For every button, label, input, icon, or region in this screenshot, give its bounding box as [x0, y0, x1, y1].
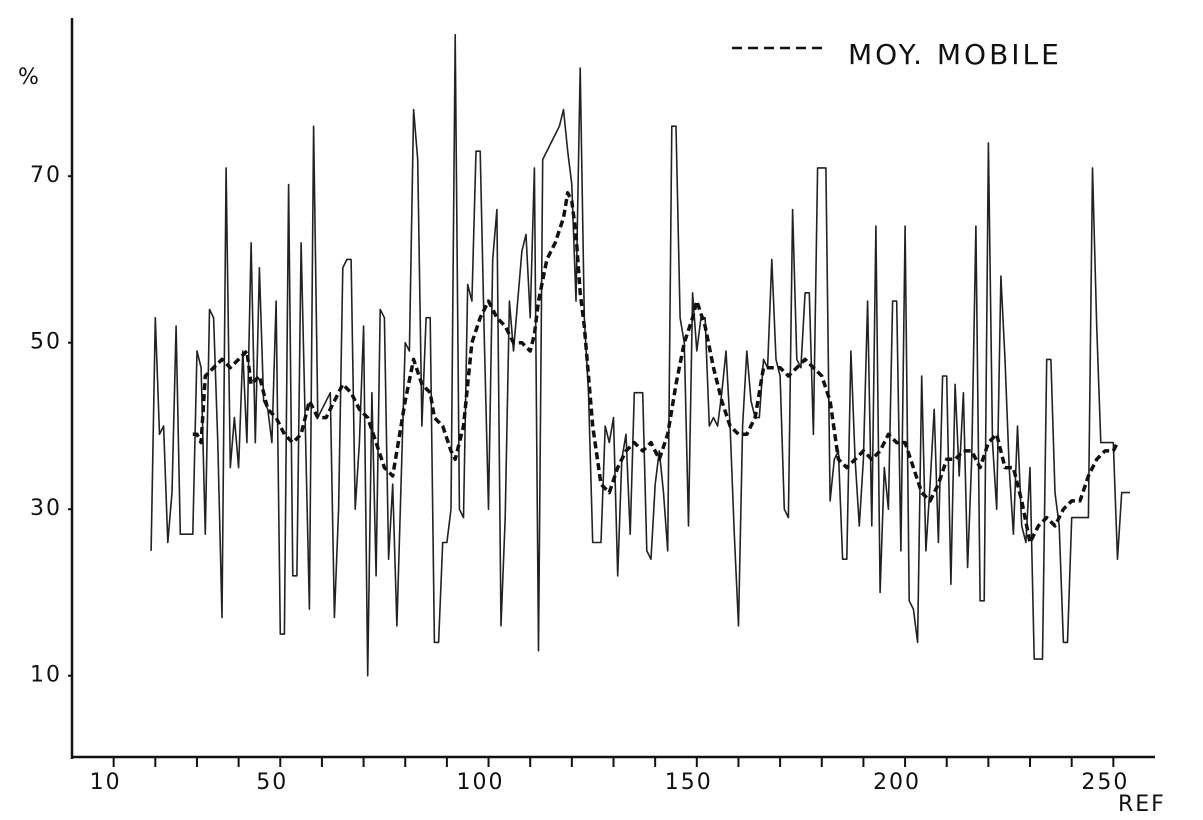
x-tick-label: 150 — [665, 770, 713, 795]
y-tick-label: 50 — [30, 330, 62, 355]
legend-label: MOY. MOBILE — [848, 38, 1062, 71]
x-tick-label: 250 — [1081, 770, 1129, 795]
y-axis-label: % — [18, 65, 41, 90]
moving-average-line — [192, 191, 1120, 545]
x-tick-label: 10 — [90, 770, 122, 795]
x-axis-label: REF — [1118, 792, 1166, 817]
x-tick-label: 100 — [457, 770, 505, 795]
y-tick-label: 70 — [30, 163, 62, 188]
y-tick-label: 30 — [30, 496, 62, 521]
x-tick-label: 200 — [873, 770, 921, 795]
y-tick-label: 10 — [30, 663, 62, 688]
x-tick-label: 50 — [256, 770, 288, 795]
data-line — [150, 33, 1130, 677]
